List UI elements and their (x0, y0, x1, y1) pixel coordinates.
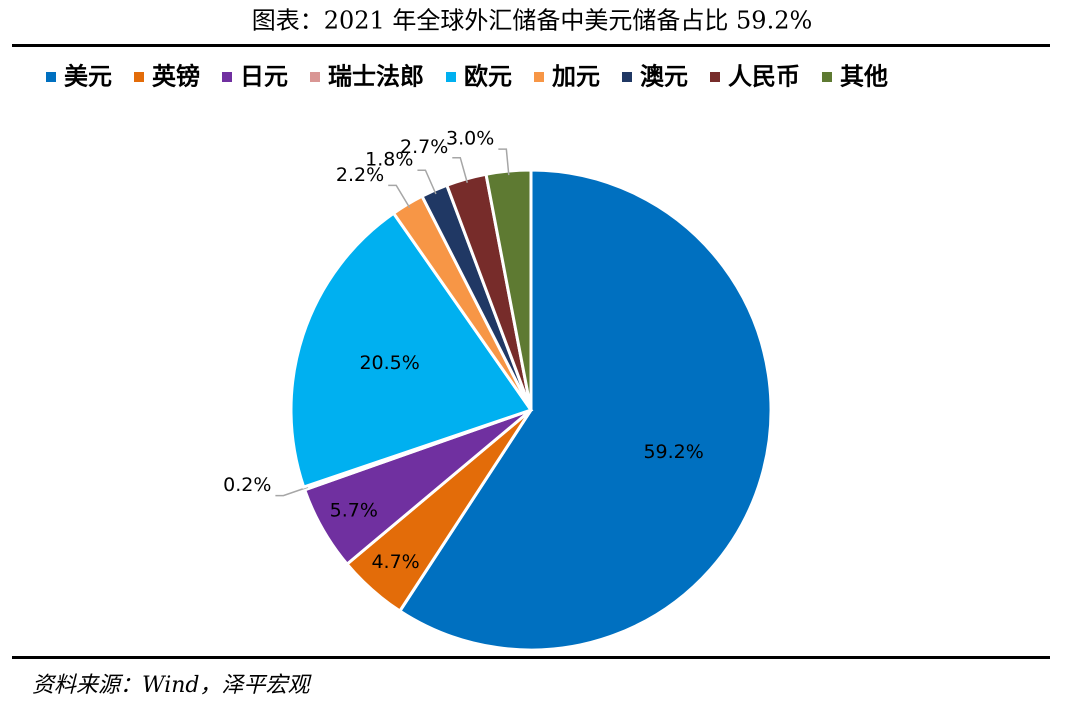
leader-line (452, 156, 469, 183)
leader-line (388, 184, 411, 209)
data-label: 2.2% (336, 164, 384, 186)
leader-line (498, 148, 510, 176)
data-label: 0.2% (223, 474, 271, 496)
source-note: 资料来源：Wind，泽平宏观 (32, 673, 313, 698)
legend-label: 欧元 (464, 62, 512, 91)
legend-swatch (446, 72, 456, 82)
legend-label: 美元 (64, 62, 112, 91)
top-rule (12, 44, 1050, 47)
chart-title: 图表：2021 年全球外汇储备中美元储备占比 59.2% (252, 7, 813, 35)
legend-swatch (222, 72, 232, 82)
legend-label: 人民币 (728, 62, 800, 91)
legend-label: 加元 (552, 62, 600, 91)
data-label: 5.7% (330, 500, 378, 522)
data-label: 1.8% (365, 149, 413, 171)
legend-swatch (310, 72, 320, 82)
legend-swatch (622, 72, 632, 82)
bottom-rule (12, 656, 1050, 659)
data-label: 20.5% (359, 352, 419, 374)
data-label: 2.7% (400, 136, 448, 158)
legend-label: 日元 (240, 62, 288, 91)
leader-line (275, 486, 309, 497)
legend-label: 其他 (840, 62, 888, 91)
data-label: 3.0% (446, 128, 494, 150)
leader-line (417, 169, 437, 195)
legend-swatch (822, 72, 832, 82)
pie-slice (289, 211, 534, 489)
legend-swatch (46, 72, 56, 82)
legend-swatch (534, 72, 544, 82)
pie-slice (397, 168, 773, 652)
legend-label: 英镑 (152, 62, 200, 91)
legend-swatch (134, 72, 144, 82)
legend-swatch (710, 72, 720, 82)
legend-label: 瑞士法郎 (328, 62, 424, 91)
legend-label: 澳元 (640, 62, 688, 91)
data-label: 4.7% (371, 551, 419, 573)
data-label: 59.2% (643, 441, 703, 463)
